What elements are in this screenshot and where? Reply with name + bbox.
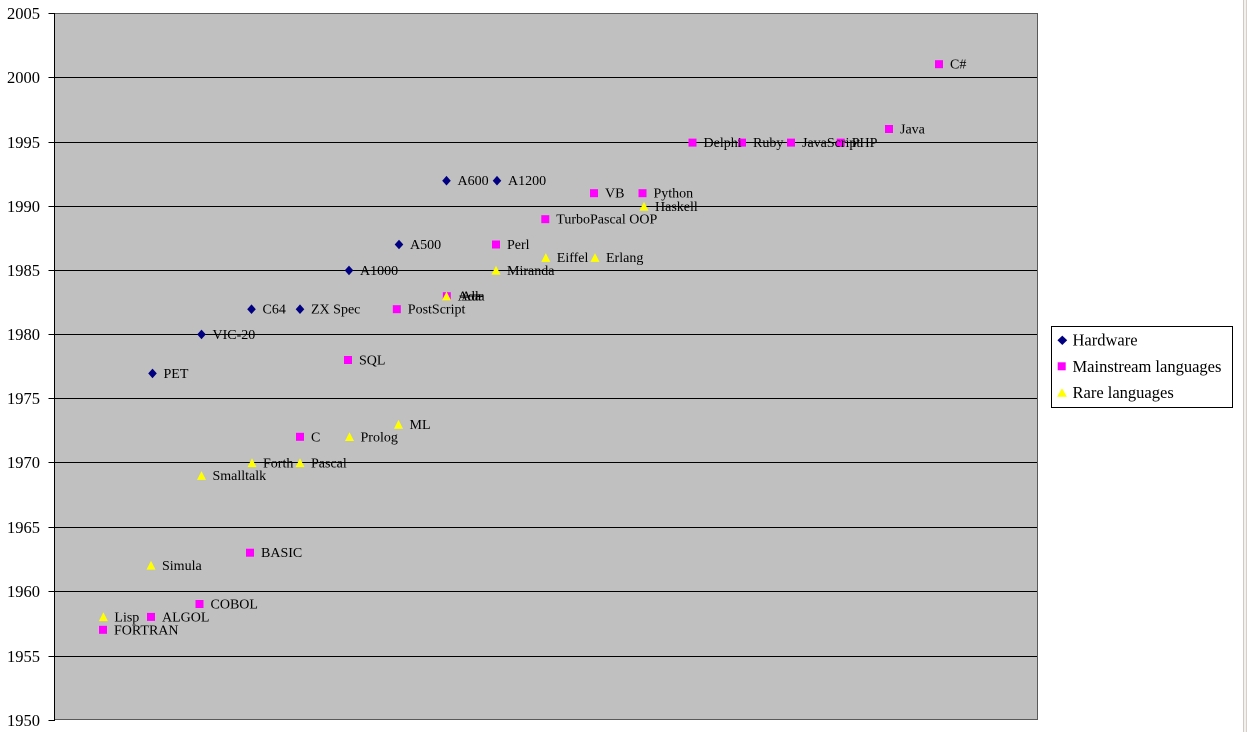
svg-text:ML: ML [410,418,431,433]
svg-text:ALGOL: ALGOL [162,610,209,625]
svg-text:Simula: Simula [162,559,202,574]
svg-text:Java: Java [900,123,926,138]
svg-text:1950: 1950 [7,711,40,730]
svg-text:Rare languages: Rare languages [1073,383,1174,402]
svg-text:Haskell: Haskell [655,200,698,215]
svg-text:Forth: Forth [263,456,293,471]
svg-text:1955: 1955 [7,647,40,666]
svg-text:Ruby: Ruby [753,136,783,151]
svg-text:COBOL: COBOL [211,598,258,613]
svg-text:Hardware: Hardware [1073,331,1138,350]
svg-text:Delphi: Delphi [704,136,742,151]
svg-text:Pascal: Pascal [311,456,347,471]
svg-text:PET: PET [164,367,189,382]
svg-text:A600: A600 [458,174,489,189]
svg-text:Miranda: Miranda [507,264,555,279]
svg-text:1965: 1965 [7,518,40,537]
svg-text:JavaScript: JavaScript [802,136,860,151]
svg-text:Python: Python [654,187,694,202]
svg-text:FORTRAN: FORTRAN [114,623,179,638]
svg-text:TurboPascal OOP: TurboPascal OOP [556,213,657,228]
svg-text:1985: 1985 [7,261,40,280]
svg-text:1975: 1975 [7,389,40,408]
svg-text:Ada: Ada [458,290,482,305]
svg-text:VB: VB [605,187,624,202]
svg-text:Perl: Perl [507,238,530,253]
svg-text:1960: 1960 [7,582,40,601]
svg-text:1995: 1995 [7,133,40,152]
svg-text:VIC-20: VIC-20 [213,328,256,343]
svg-text:1990: 1990 [7,197,40,216]
svg-text:2005: 2005 [7,4,40,23]
svg-text:Ada: Ada [461,290,485,305]
svg-text:Lisp: Lisp [114,610,139,625]
svg-text:C64: C64 [263,303,286,318]
svg-text:1970: 1970 [7,453,40,472]
svg-text:PostScript: PostScript [408,303,466,318]
svg-text:A500: A500 [410,238,441,253]
svg-text:2000: 2000 [7,68,40,87]
svg-text:SQL: SQL [359,354,385,369]
svg-text:BASIC: BASIC [261,546,302,561]
svg-text:PHP: PHP [852,136,878,151]
svg-text:C#: C# [950,58,966,73]
svg-text:C: C [311,430,320,445]
svg-text:Mainstream languages: Mainstream languages [1073,357,1222,376]
svg-text:A1000: A1000 [360,264,398,279]
svg-text:Erlang: Erlang [606,251,643,266]
svg-text:Eiffel: Eiffel [557,251,589,266]
svg-text:A1200: A1200 [508,174,546,189]
svg-text:Prolog: Prolog [361,430,398,445]
svg-text:1980: 1980 [7,325,40,344]
svg-text:Smalltalk: Smalltalk [213,469,267,484]
svg-text:ZX Spec: ZX Spec [311,303,360,318]
